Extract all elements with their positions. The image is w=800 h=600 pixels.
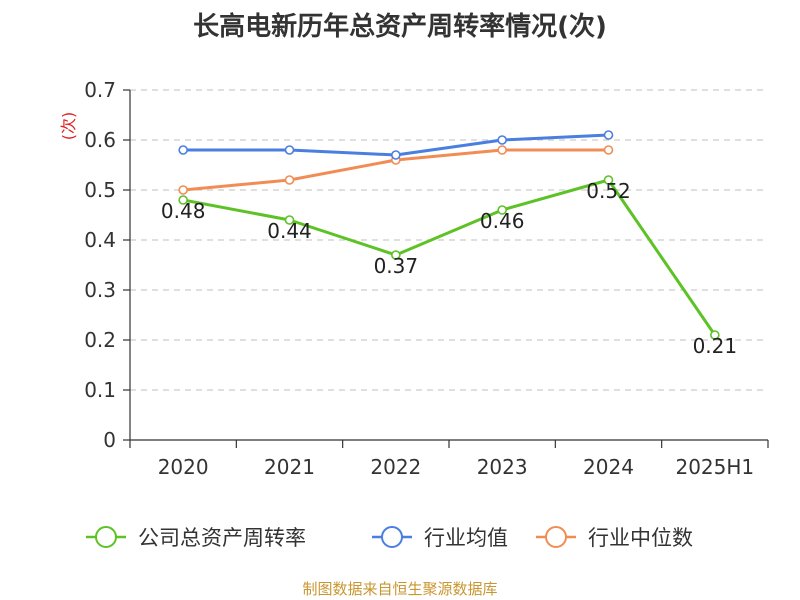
data-label: 0.37 [374,254,419,278]
data-point [497,135,507,145]
legend-label[interactable]: 行业均值 [424,526,508,550]
legend[interactable]: 公司总资产周转率 行业均值 行业中位数 [86,526,693,550]
y-tick-label: 0 [103,428,116,452]
x-tick-label: 2022 [370,455,421,479]
data-point [178,145,188,155]
data-label: 0.52 [586,179,631,203]
legend-label[interactable]: 公司总资产周转率 [138,526,306,550]
x-tick-label: 2024 [583,455,634,479]
data-point [603,145,614,155]
legend-marker[interactable] [545,526,567,548]
series-line [182,178,717,336]
data-point [603,130,614,140]
data-point [391,150,401,160]
data-point [710,330,720,340]
grid-layer [130,89,768,391]
legend-marker[interactable] [95,526,117,548]
y-tick-label: 0.6 [84,128,116,152]
axis-layer: 0 0.1 0.2 0.3 0.4 0.5 0.6 0.7 (次) 2020 2021 2022 202… [59,78,769,479]
data-point [497,205,507,215]
x-tick-label: 2020 [158,455,209,479]
x-tick-label: 2023 [477,455,528,479]
data-label: 0.46 [480,209,525,233]
data-label: 0.44 [267,219,312,243]
chart-title: 长高电新历年总资产周转率情况(次) [193,12,607,42]
data-point [178,195,188,205]
data-point [391,250,401,260]
data-label: 0.48 [161,199,206,223]
data-point [178,185,188,195]
y-tick-label: 0.5 [84,178,116,202]
label-layer: 0.48 0.44 0.37 0.46 0.52 0.21 [161,179,737,358]
series-layer [178,130,720,340]
y-tick-label: 0.3 [84,278,116,302]
x-tick-label: 2025H1 [675,455,754,479]
y-axis-label: (次) [59,112,78,141]
x-tick-label: 2021 [264,455,315,479]
legend-marker[interactable] [381,526,403,548]
data-point [603,175,614,185]
data-point [497,145,507,155]
y-tick-label: 0.2 [84,328,116,352]
y-tick-label: 0.4 [84,228,116,252]
source-note: 制图数据来自恒生聚源数据库 [302,580,498,598]
data-point [284,145,295,155]
legend-label[interactable]: 行业中位数 [588,526,693,550]
data-point [284,215,295,225]
data-point [284,175,295,185]
y-tick-label: 0.1 [84,378,116,402]
data-label: 0.21 [693,334,738,358]
y-tick-label: 0.7 [84,78,116,102]
